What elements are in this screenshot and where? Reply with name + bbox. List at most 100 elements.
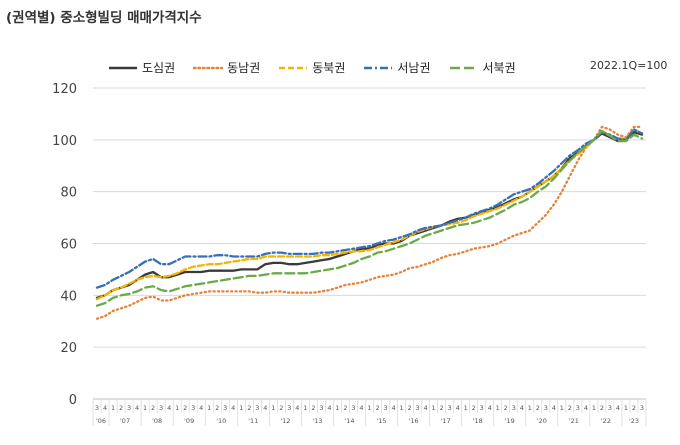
x-quarter-label: 3 (159, 404, 163, 412)
x-quarter-label: 2 (279, 404, 283, 412)
x-quarter-label: 3 (383, 404, 387, 412)
x-quarter-label: 4 (520, 404, 524, 412)
x-quarter-label: 4 (231, 404, 235, 412)
legend-item-seobuk: 서북권 (449, 59, 516, 76)
x-year-label: '18 (473, 417, 483, 425)
x-year-label: '09 (184, 417, 194, 425)
x-quarter-label: 2 (183, 404, 187, 412)
legend-swatch-dosim (109, 66, 137, 69)
x-year-label: '13 (312, 417, 322, 425)
legend-label-seonam: 서남권 (397, 61, 431, 75)
x-quarter-label: 4 (263, 404, 267, 412)
x-quarter-label: 4 (584, 404, 588, 412)
x-quarter-label: 2 (215, 404, 219, 412)
legend-swatch-dongbuk (279, 66, 308, 69)
legend-label-dosim: 도심권 (142, 61, 176, 75)
y-tick-label: 120 (52, 82, 77, 97)
base-note: 2022.1Q=100 (590, 59, 668, 72)
x-quarter-label: 1 (464, 404, 468, 412)
legend-item-dongbuk: 동북권 (278, 59, 345, 76)
x-quarter-label: 1 (367, 404, 371, 412)
x-quarter-label: 3 (480, 404, 484, 412)
x-year-label: '23 (629, 417, 639, 425)
x-quarter-label: 2 (311, 404, 315, 412)
legend-label-dongbuk: 동북권 (312, 61, 346, 75)
legend-item-dongnam: 동남권 (193, 59, 260, 76)
chart-title: (권역별) 중소형빌딩 매매가격지수 (6, 10, 202, 26)
x-quarter-label: 3 (544, 404, 548, 412)
series-line-dongbuk (95, 128, 644, 301)
x-quarter-label: 4 (327, 404, 331, 412)
x-quarter-label: 4 (616, 404, 620, 412)
x-quarter-label: 2 (504, 404, 508, 412)
x-quarter-label: 2 (119, 404, 123, 412)
x-year-label: '21 (569, 417, 579, 425)
x-year-label: '07 (120, 417, 130, 425)
legend: 도심권 동남권 동북권 서남권 서북권 (108, 59, 534, 76)
x-quarter-label: 2 (600, 404, 604, 412)
x-quarter-label: 1 (207, 404, 211, 412)
x-quarter-label: 1 (528, 404, 532, 412)
x-quarter-label: 1 (175, 404, 179, 412)
x-quarter-label: 3 (255, 404, 259, 412)
x-quarter-label: 2 (247, 404, 251, 412)
y-tick-label: 100 (52, 134, 77, 149)
x-quarter-label: 2 (375, 404, 379, 412)
x-year-label: '06 (96, 417, 106, 425)
x-quarter-label: 2 (151, 404, 155, 412)
x-quarter-label: 2 (440, 404, 444, 412)
x-quarter-label: 4 (456, 404, 460, 412)
x-year-label: '22 (601, 417, 611, 425)
x-quarter-label: 2 (343, 404, 347, 412)
x-quarter-label: 4 (359, 404, 363, 412)
legend-item-dosim: 도심권 (108, 59, 175, 76)
x-year-label: '17 (441, 417, 451, 425)
x-quarter-label: 1 (271, 404, 275, 412)
y-tick-label: 80 (60, 186, 77, 201)
x-quarter-label: 3 (416, 404, 420, 412)
x-quarter-label: 3 (640, 404, 644, 412)
x-year-label: '16 (409, 417, 419, 425)
x-quarter-label: 2 (568, 404, 572, 412)
legend-label-seobuk: 서북권 (482, 61, 516, 75)
x-quarter-label: 2 (472, 404, 476, 412)
y-tick-label: 20 (60, 341, 77, 356)
x-year-label: '12 (280, 417, 290, 425)
x-quarter-label: 3 (223, 404, 227, 412)
x-quarter-label: 4 (295, 404, 299, 412)
x-year-label: '14 (344, 417, 354, 425)
x-quarter-label: 4 (552, 404, 556, 412)
x-year-label: '08 (152, 417, 162, 425)
x-quarter-label: 1 (143, 404, 147, 412)
x-year-label: '11 (248, 417, 258, 425)
y-tick-label: 60 (60, 238, 77, 253)
x-quarter-label: 3 (351, 404, 355, 412)
x-quarter-label: 3 (448, 404, 452, 412)
x-year-label: '20 (537, 417, 547, 425)
series-line-seonam (95, 128, 644, 289)
x-quarter-label: 1 (111, 404, 115, 412)
x-year-label: '10 (216, 417, 226, 425)
x-quarter-label: 4 (103, 404, 107, 412)
x-quarter-label: 3 (287, 404, 291, 412)
x-quarter-label: 2 (408, 404, 412, 412)
x-quarter-label: 1 (592, 404, 596, 412)
x-quarter-label: 3 (95, 404, 99, 412)
x-quarter-label: 3 (191, 404, 195, 412)
x-quarter-label: 3 (576, 404, 580, 412)
x-quarter-label: 4 (135, 404, 139, 412)
series-line-dongnam (95, 125, 644, 320)
x-quarter-label: 1 (496, 404, 500, 412)
legend-swatch-seobuk (449, 66, 478, 69)
y-tick-label: 0 (69, 393, 77, 408)
x-quarter-label: 1 (624, 404, 628, 412)
series-line-seobuk (95, 129, 644, 307)
x-quarter-label: 1 (432, 404, 436, 412)
x-quarter-label: 3 (608, 404, 612, 412)
x-quarter-label: 1 (303, 404, 307, 412)
x-year-label: '19 (505, 417, 515, 425)
legend-swatch-seonam (364, 66, 393, 69)
x-quarter-label: 1 (239, 404, 243, 412)
x-quarter-label: 1 (399, 404, 403, 412)
